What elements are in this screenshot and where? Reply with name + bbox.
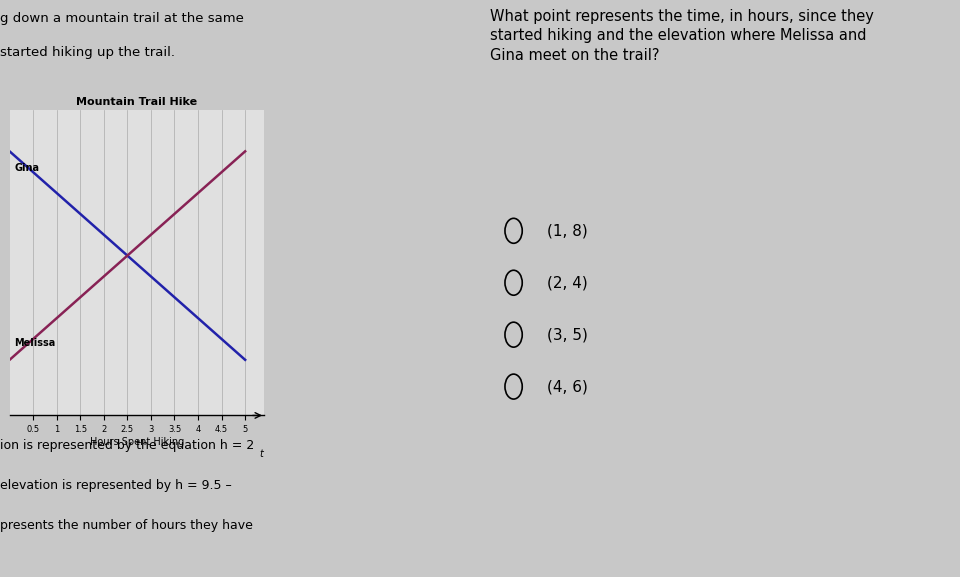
Text: started hiking up the trail.: started hiking up the trail. — [0, 46, 175, 59]
X-axis label: Hours Spent Hiking: Hours Spent Hiking — [89, 437, 184, 447]
Text: ion is represented by the equation h = 2: ion is represented by the equation h = 2 — [0, 439, 254, 452]
Title: Mountain Trail Hike: Mountain Trail Hike — [76, 98, 198, 107]
Text: Melissa: Melissa — [14, 338, 56, 348]
Text: (4, 6): (4, 6) — [547, 379, 588, 394]
Text: (3, 5): (3, 5) — [547, 327, 588, 342]
Text: g down a mountain trail at the same: g down a mountain trail at the same — [0, 12, 244, 25]
Text: (1, 8): (1, 8) — [547, 223, 588, 238]
Text: What point represents the time, in hours, since they
started hiking and the elev: What point represents the time, in hours… — [490, 9, 874, 63]
Text: presents the number of hours they have: presents the number of hours they have — [0, 519, 252, 533]
Text: t: t — [260, 449, 264, 459]
Text: elevation is represented by h = 9.5 –: elevation is represented by h = 9.5 – — [0, 479, 231, 492]
Text: (2, 4): (2, 4) — [547, 275, 588, 290]
Text: Gina: Gina — [14, 163, 39, 173]
